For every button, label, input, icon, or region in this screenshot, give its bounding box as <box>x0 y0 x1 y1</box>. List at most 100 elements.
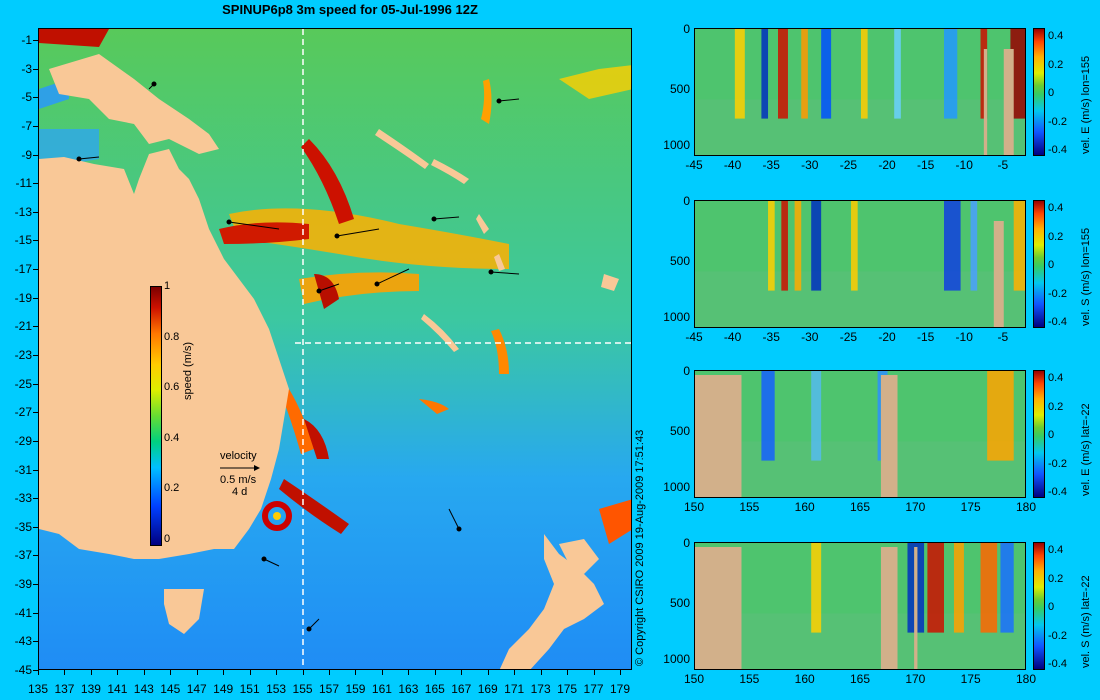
latitude-tick <box>33 555 38 557</box>
section-panel-y-tick: 0 <box>683 536 690 550</box>
latitude-tick <box>33 269 38 271</box>
section-panel-colorbar-tick: 0.2 <box>1048 400 1064 413</box>
section-panel-y-tick: 1000 <box>663 480 690 495</box>
longitude-tick-label: 175 <box>557 682 578 696</box>
section-panel-colorbar-tick: -0.4 <box>1048 486 1067 498</box>
speed-map <box>38 28 632 670</box>
section-panel-title: vel. E (m/s) lon=155 <box>1080 55 1092 154</box>
speed-colorbar-tick-label: 0 <box>164 532 171 545</box>
latitude-tick <box>33 469 38 471</box>
section-panel-colorbar-tick: 0.4 <box>1048 30 1064 42</box>
velocity-band <box>801 29 808 119</box>
longitude-tick <box>64 670 66 675</box>
longitude-tick-label: 163 <box>398 682 419 696</box>
latitude-tick <box>33 40 38 41</box>
longitude-tick <box>487 670 489 675</box>
latitude-tick <box>33 498 38 500</box>
land-masses <box>39 54 619 669</box>
speed-colorbar <box>150 286 162 546</box>
latitude-tick-label: -7 <box>21 118 32 133</box>
velocity-arrows <box>76 81 520 632</box>
latitude-tick <box>33 68 38 70</box>
section-panel-x-tick: 150 <box>683 500 705 514</box>
longitude-tick-label: 155 <box>292 682 313 696</box>
latitude-tick-label: -9 <box>21 147 32 162</box>
latitude-tick-label: -25 <box>14 376 32 391</box>
longitude-tick-label: 141 <box>107 682 128 696</box>
map-title: SPINUP6p8 3m speed for 05-Jul-1996 12Z <box>222 2 478 17</box>
land-mask <box>983 49 988 155</box>
section-panel-colorbar-tick: -0.2 <box>1048 457 1067 470</box>
section-panel-y-tick: 1000 <box>663 310 690 325</box>
longitude-tick-label: 149 <box>213 682 234 696</box>
section-panel-colorbar <box>1033 370 1045 498</box>
longitude-tick-label: 139 <box>80 682 101 696</box>
section-panel-x-tick: 155 <box>739 500 760 514</box>
latitude-tick <box>33 355 38 356</box>
latitude-tick-label: -21 <box>14 319 32 334</box>
latitude-tick <box>33 97 38 99</box>
section-panel-colorbar <box>1033 200 1045 328</box>
latitude-tick-label: -31 <box>14 462 32 477</box>
speed-map-svg <box>39 29 631 669</box>
section-panel-title: vel. S (m/s) lat=-22 <box>1080 575 1092 668</box>
longitude-tick <box>355 670 357 675</box>
section-panel-y-tick: 500 <box>669 424 690 439</box>
latitude-tick <box>33 440 38 442</box>
velocity-band <box>761 29 769 119</box>
longitude-tick-label: 143 <box>133 682 154 696</box>
latitude-tick-label: -29 <box>14 433 32 448</box>
velocity-band <box>927 543 944 633</box>
section-panel-x-tick: -15 <box>916 330 935 344</box>
latitude-tick-label: -3 <box>21 61 32 76</box>
section-panel-y-tick: 500 <box>669 82 690 97</box>
longitude-tick-label: 177 <box>583 682 604 696</box>
section-panel-x-tick: -45 <box>685 330 703 344</box>
section-panel-x-tick: 170 <box>905 500 926 514</box>
section-panel-plot <box>695 29 1025 155</box>
section-panel-colorbar <box>1033 28 1045 156</box>
velocity-band <box>734 29 745 119</box>
section-panel-x-tick: -30 <box>801 158 819 172</box>
section-panel-y-tick: 1000 <box>663 138 690 153</box>
section-panel-plot <box>695 543 1025 669</box>
velocity-legend-label: velocity <box>220 450 257 462</box>
section-panel-x-tick: 165 <box>849 672 871 686</box>
longitude-tick <box>620 670 621 675</box>
latitude-tick <box>33 183 38 185</box>
longitude-tick <box>223 670 225 675</box>
longitude-tick-label: 159 <box>345 682 366 696</box>
velocity-band <box>953 543 964 633</box>
latitude-tick-label: -45 <box>14 663 32 677</box>
velocity-band <box>821 29 832 119</box>
latitude-tick <box>33 125 38 127</box>
longitude-tick <box>276 670 278 675</box>
land-mask <box>880 547 898 669</box>
section-panel-x-tick: -25 <box>839 158 858 172</box>
section-panel <box>694 370 1026 498</box>
section-panel-colorbar-tick: -0.4 <box>1048 316 1067 328</box>
latitude-tick-label: -23 <box>14 348 32 362</box>
velocity-band <box>944 201 961 291</box>
section-panel-x-tick: -5 <box>997 158 1009 172</box>
section-panel-x-tick: 175 <box>960 672 981 686</box>
section-panel-colorbar-tick: 0.4 <box>1048 372 1064 384</box>
velocity-legend-scale: 0.5 m/s <box>220 474 257 486</box>
longitude-tick <box>249 670 251 675</box>
velocity-band <box>811 543 822 633</box>
tasmania <box>164 589 204 634</box>
latitude-tick-label: -37 <box>14 548 32 563</box>
latitude-tick <box>33 154 38 156</box>
longitude-tick-label: 151 <box>239 682 260 696</box>
section-panel-x-tick: 155 <box>739 672 760 686</box>
section-panel-x-tick: -40 <box>723 330 742 344</box>
section-panel-x-tick: -20 <box>878 158 896 172</box>
australia <box>39 149 289 559</box>
section-panel-x-tick: 170 <box>905 672 926 686</box>
longitude-tick <box>302 670 304 675</box>
section-panel-x-tick: -35 <box>762 330 780 344</box>
section-panel-colorbar-tick: 0 <box>1048 87 1055 99</box>
latitude-tick <box>33 240 38 242</box>
latitude-tick-label: -43 <box>14 634 32 649</box>
latitude-tick <box>33 526 38 528</box>
